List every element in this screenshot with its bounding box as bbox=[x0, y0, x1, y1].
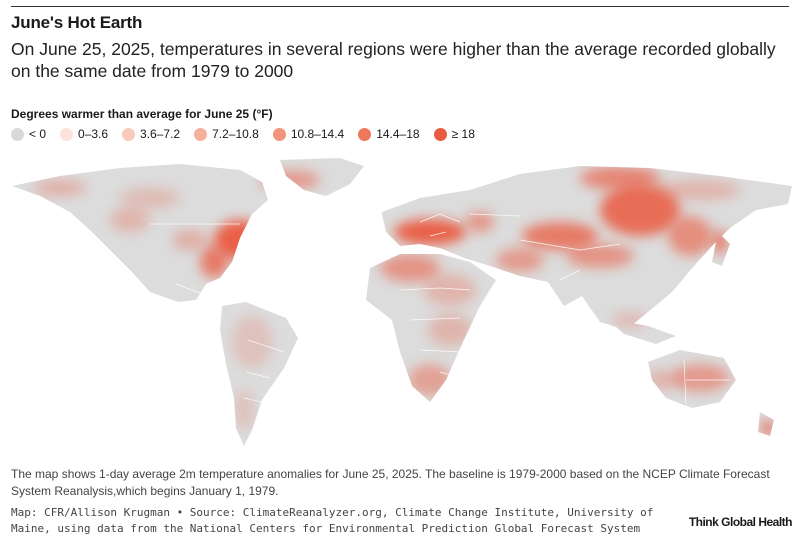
legend-swatch bbox=[194, 127, 208, 141]
heat-blob bbox=[408, 364, 452, 396]
heat-blob bbox=[200, 246, 228, 278]
world-map bbox=[12, 158, 792, 446]
heat-blob bbox=[232, 316, 272, 368]
legend-item: 0–3.6 bbox=[60, 127, 108, 141]
legend-label: 0–3.6 bbox=[78, 127, 109, 141]
legend: < 0 0–3.6 3.6–7.2 7.2–10.8 10.8–14.4 14.… bbox=[11, 127, 489, 141]
heat-blob bbox=[580, 166, 660, 190]
legend-swatch bbox=[60, 127, 74, 141]
brand-logo: Think Global Health bbox=[688, 515, 793, 529]
top-rule bbox=[11, 6, 789, 7]
heat-blob bbox=[668, 216, 712, 256]
legend-item: 14.4–18 bbox=[358, 127, 420, 141]
heat-blob bbox=[110, 208, 150, 232]
heat-blob bbox=[522, 222, 598, 250]
legend-item: 3.6–7.2 bbox=[122, 127, 180, 141]
heat-blob bbox=[172, 230, 208, 250]
legend-swatch bbox=[358, 127, 372, 141]
heat-blob bbox=[394, 219, 466, 245]
legend-swatch bbox=[122, 127, 136, 141]
legend-item: < 0 bbox=[11, 127, 46, 141]
heat-blob bbox=[566, 244, 634, 268]
map-subtitle: On June 25, 2025, temperatures in severa… bbox=[11, 39, 776, 81]
heat-blob bbox=[34, 180, 86, 196]
heat-blob bbox=[466, 212, 494, 232]
legend-item: 7.2–10.8 bbox=[194, 127, 259, 141]
heat-blob bbox=[424, 274, 476, 306]
heat-blob bbox=[712, 230, 728, 254]
legend-swatch bbox=[272, 127, 286, 141]
heat-blob bbox=[234, 390, 254, 430]
legend-title: Degrees warmer than average for June 25 … bbox=[11, 107, 273, 121]
legend-label: 7.2–10.8 bbox=[212, 127, 259, 141]
legend-item: 10.8–14.4 bbox=[272, 127, 345, 141]
legend-item: ≥ 18 bbox=[433, 127, 475, 141]
map-title: June's Hot Earth bbox=[11, 13, 143, 32]
heat-blob bbox=[120, 188, 180, 208]
legend-label: ≥ 18 bbox=[451, 127, 475, 141]
heat-blob bbox=[260, 170, 320, 190]
heat-blob bbox=[761, 420, 775, 436]
source-credit: Map: CFR/Allison Krugman • Source: Clima… bbox=[11, 506, 654, 535]
country-borders bbox=[150, 213, 730, 405]
legend-swatch bbox=[11, 127, 24, 141]
heat-blob bbox=[612, 312, 648, 328]
heat-blob bbox=[660, 180, 740, 200]
legend-label: 14.4–18 bbox=[376, 127, 420, 141]
land-shape bbox=[382, 208, 398, 232]
legend-label: < 0 bbox=[29, 127, 47, 141]
heat-blob bbox=[600, 184, 680, 236]
legend-swatch bbox=[433, 127, 447, 141]
heat-blob bbox=[496, 248, 544, 272]
heat-blob bbox=[670, 364, 730, 392]
heat-blob bbox=[428, 314, 472, 346]
legend-label: 3.6–7.2 bbox=[140, 127, 181, 141]
heat-blob bbox=[646, 370, 674, 390]
map-note: The map shows 1-day average 2m temperatu… bbox=[11, 467, 770, 498]
heat-blob bbox=[380, 254, 440, 282]
legend-label: 10.8–14.4 bbox=[290, 127, 345, 141]
